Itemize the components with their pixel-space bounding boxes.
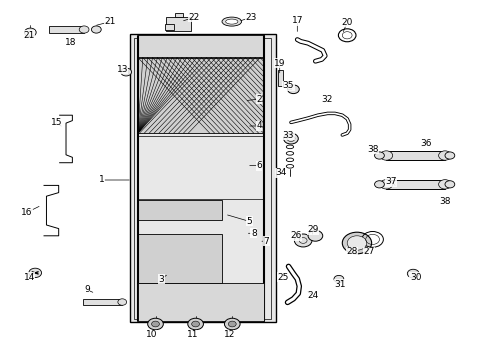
Bar — [386, 151, 444, 160]
Text: 2: 2 — [256, 94, 262, 104]
Bar — [277, 70, 282, 86]
Text: 27: 27 — [363, 247, 374, 256]
Text: 36: 36 — [420, 139, 431, 148]
Circle shape — [444, 152, 454, 159]
Circle shape — [24, 28, 36, 37]
Bar — [165, 24, 173, 30]
Text: 31: 31 — [333, 280, 345, 289]
Circle shape — [147, 318, 163, 330]
Circle shape — [286, 136, 294, 141]
Bar — [49, 26, 84, 33]
Text: 15: 15 — [50, 118, 62, 127]
Circle shape — [191, 321, 199, 327]
Text: 34: 34 — [275, 168, 286, 177]
Circle shape — [444, 181, 454, 188]
Bar — [138, 200, 222, 220]
Text: 18: 18 — [65, 38, 77, 47]
Text: 6: 6 — [256, 161, 262, 170]
Bar — [175, 13, 183, 17]
Text: 33: 33 — [282, 130, 294, 139]
Ellipse shape — [225, 19, 238, 24]
Circle shape — [287, 85, 299, 94]
Circle shape — [118, 299, 126, 305]
Circle shape — [91, 26, 101, 33]
Text: 38: 38 — [366, 145, 378, 154]
Text: 1: 1 — [99, 175, 104, 184]
Circle shape — [346, 236, 366, 250]
Bar — [129, 34, 276, 322]
Bar — [138, 136, 264, 199]
Circle shape — [407, 269, 418, 278]
Text: 13: 13 — [116, 65, 128, 74]
Circle shape — [299, 238, 306, 243]
Text: 24: 24 — [306, 291, 318, 300]
Circle shape — [379, 151, 392, 160]
Text: 21: 21 — [23, 31, 35, 40]
Circle shape — [438, 180, 450, 189]
Circle shape — [224, 318, 240, 330]
Text: 3: 3 — [158, 274, 164, 284]
Text: 5: 5 — [246, 217, 252, 226]
Ellipse shape — [222, 17, 241, 26]
Text: 20: 20 — [341, 18, 352, 27]
Text: 17: 17 — [291, 16, 303, 25]
Text: 10: 10 — [145, 330, 157, 339]
Text: 29: 29 — [306, 225, 318, 234]
Circle shape — [187, 318, 203, 330]
Text: 37: 37 — [385, 177, 396, 186]
Text: 9: 9 — [84, 285, 90, 294]
Circle shape — [333, 275, 343, 283]
Circle shape — [29, 268, 41, 278]
Circle shape — [438, 151, 450, 160]
Text: 14: 14 — [23, 273, 35, 282]
Circle shape — [379, 180, 392, 189]
Text: 11: 11 — [187, 330, 199, 339]
Bar — [386, 180, 444, 189]
Text: 16: 16 — [21, 208, 33, 217]
Text: 19: 19 — [273, 58, 285, 68]
Bar — [138, 234, 222, 283]
Text: 38: 38 — [438, 197, 450, 206]
Text: 12: 12 — [224, 330, 235, 339]
Text: 8: 8 — [250, 229, 256, 238]
Text: 30: 30 — [409, 273, 421, 282]
Text: 7: 7 — [263, 237, 269, 246]
Circle shape — [228, 321, 236, 327]
Bar — [83, 299, 122, 305]
Bar — [134, 38, 271, 319]
Text: 26: 26 — [289, 231, 301, 240]
Circle shape — [342, 232, 371, 254]
Bar — [138, 35, 264, 57]
Circle shape — [121, 68, 131, 76]
Circle shape — [79, 26, 89, 33]
Text: 23: 23 — [244, 13, 256, 22]
Circle shape — [151, 321, 159, 327]
Circle shape — [374, 181, 384, 188]
Text: 32: 32 — [320, 94, 332, 104]
Text: 22: 22 — [188, 13, 200, 22]
Text: 35: 35 — [282, 81, 294, 90]
Text: 25: 25 — [276, 273, 288, 282]
Bar — [138, 58, 264, 133]
Circle shape — [294, 234, 311, 247]
Text: 28: 28 — [346, 247, 357, 256]
Bar — [166, 17, 190, 31]
Circle shape — [307, 230, 322, 241]
Circle shape — [283, 133, 298, 144]
Circle shape — [374, 152, 384, 159]
Text: 4: 4 — [256, 122, 262, 130]
Bar — [138, 283, 264, 321]
Text: 21: 21 — [104, 17, 116, 26]
